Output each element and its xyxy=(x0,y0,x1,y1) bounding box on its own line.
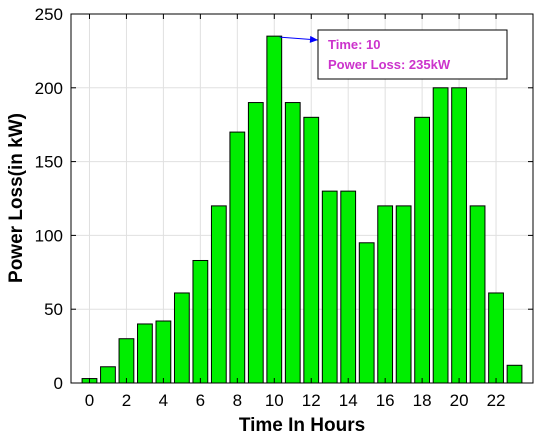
bar xyxy=(100,366,116,384)
x-tick-label: 16 xyxy=(376,391,395,410)
bar xyxy=(192,259,209,384)
bar xyxy=(210,205,227,384)
y-axis-title: Power Loss(in kW) xyxy=(6,113,27,283)
y-tick-label: 200 xyxy=(35,79,63,98)
annotation-loss-text: Power Loss: 235kW xyxy=(328,57,451,72)
bar xyxy=(229,131,246,384)
bar xyxy=(155,320,172,384)
bar xyxy=(469,205,486,384)
bar xyxy=(488,292,504,384)
y-tick-label: 0 xyxy=(54,374,63,393)
x-tick-label: 14 xyxy=(339,391,358,410)
x-axis-ticks: 0 2 4 6 8 10 12 14 16 18 20 22 xyxy=(85,14,506,410)
x-tick-label: 4 xyxy=(159,391,168,410)
y-tick-label: 100 xyxy=(35,226,63,245)
bar xyxy=(118,338,135,384)
bar xyxy=(451,87,467,384)
bar xyxy=(340,190,357,384)
bar xyxy=(173,292,190,384)
x-tick-label: 2 xyxy=(122,391,131,410)
plot-frame xyxy=(70,13,534,384)
bars xyxy=(81,35,523,384)
y-axis-ticks: 0 50 100 150 200 250 xyxy=(35,5,533,393)
bar xyxy=(358,242,375,384)
bar xyxy=(377,205,394,384)
annotation-time-text: Time: 10 xyxy=(328,37,381,52)
bar xyxy=(395,205,412,384)
x-tick-label: 20 xyxy=(450,391,469,410)
bar xyxy=(321,190,338,384)
x-tick-label: 22 xyxy=(487,391,506,410)
bar xyxy=(303,116,320,384)
annotation-box xyxy=(317,29,508,80)
annotation-arrowhead xyxy=(309,35,318,43)
bar xyxy=(137,323,153,384)
x-tick-label: 12 xyxy=(302,391,321,410)
y-tick-label: 150 xyxy=(35,153,63,172)
x-tick-label: 6 xyxy=(196,391,205,410)
x-tick-label: 0 xyxy=(85,391,94,410)
x-tick-label: 18 xyxy=(413,391,432,410)
y-tick-label: 250 xyxy=(35,5,63,24)
x-axis-title: Time In Hours xyxy=(239,415,365,436)
bar xyxy=(414,116,431,384)
y-tick-label: 50 xyxy=(44,300,63,319)
bar xyxy=(247,102,264,384)
x-tick-label: 8 xyxy=(233,391,242,410)
bar xyxy=(432,87,449,384)
x-tick-label: 10 xyxy=(265,391,284,410)
bar xyxy=(506,364,523,384)
bar xyxy=(266,35,283,384)
bar xyxy=(284,102,301,384)
data-annotation: Time: 10 Power Loss: 235kW xyxy=(279,29,508,80)
